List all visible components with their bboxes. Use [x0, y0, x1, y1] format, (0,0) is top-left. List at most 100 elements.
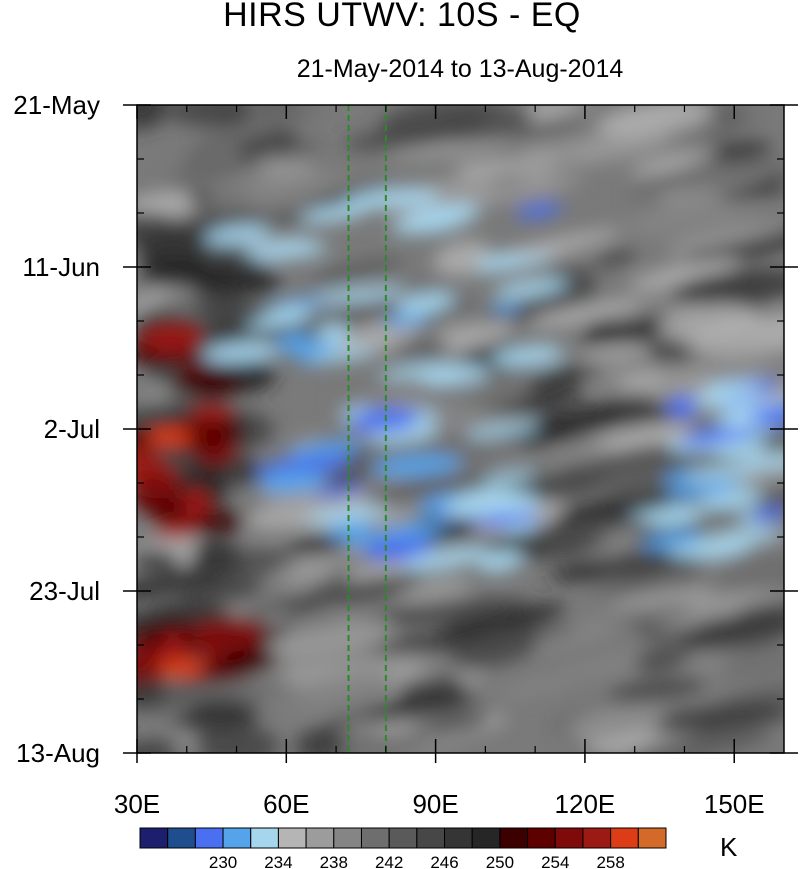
cold-patch	[202, 342, 279, 364]
field-patch	[525, 363, 607, 386]
cold-patch	[751, 507, 784, 522]
hot-patch	[179, 487, 213, 520]
field-patch	[702, 559, 784, 594]
cold-patch	[490, 302, 521, 314]
cold-patch	[692, 386, 761, 406]
cold-patch	[685, 465, 760, 480]
y-tick-label: 11-Jun	[22, 252, 100, 282]
field-patch	[549, 443, 611, 464]
cold-patch	[751, 404, 784, 427]
colorbar-swatch	[222, 827, 252, 849]
field-patch	[649, 591, 784, 629]
colorbar-swatch	[333, 827, 362, 849]
field-patch	[434, 603, 568, 642]
cold-patch	[741, 452, 784, 470]
field-patch	[599, 547, 683, 582]
cold-patch	[381, 521, 448, 538]
field-patch	[409, 713, 492, 736]
hot-patch	[153, 519, 199, 540]
field-patch	[629, 148, 717, 175]
field-patch	[333, 378, 458, 411]
cold-patch	[363, 537, 435, 562]
hot-patch	[174, 366, 241, 398]
field-patch	[554, 440, 709, 481]
cold-patch	[477, 550, 524, 573]
chart-subtitle: 21-May-2014 to 13-Aug-2014	[296, 55, 624, 83]
colorbar-tick-label: 238	[320, 853, 348, 869]
field-patch	[617, 604, 693, 628]
field-patch	[607, 587, 716, 608]
field-patch	[385, 597, 528, 625]
field-patch	[182, 263, 282, 297]
colorbar-tick-label: 254	[541, 853, 569, 869]
field-patch	[191, 537, 239, 576]
colorbar-swatch	[471, 827, 501, 849]
field-patch	[199, 105, 252, 129]
chart-title: HIRS UTWV: 10S - EQ	[223, 0, 581, 34]
field-patch	[519, 520, 657, 540]
cold-patch	[286, 440, 366, 457]
colorbar-swatch	[499, 827, 529, 849]
field-patch	[469, 176, 583, 205]
field-patch	[497, 676, 572, 699]
field-patch	[584, 423, 695, 461]
field-patch	[307, 183, 393, 210]
field-patch	[527, 299, 646, 328]
cold-patch	[472, 253, 554, 272]
field-patch	[478, 290, 602, 328]
field-patch	[137, 192, 195, 222]
field-patch	[679, 611, 784, 652]
colorbar-swatch	[416, 827, 446, 849]
colorbar-swatch	[444, 827, 473, 849]
y-tick-label: 23-Jul	[29, 576, 100, 606]
cold-patch	[310, 348, 377, 362]
field-patch	[619, 727, 773, 753]
field-patch	[682, 529, 784, 574]
colorbar-swatch	[277, 827, 307, 849]
field-patch	[203, 172, 348, 205]
cold-patch	[371, 453, 463, 477]
cold-patch	[454, 488, 520, 510]
field-patch	[511, 405, 620, 446]
x-tick-label: 120E	[555, 789, 616, 819]
colorbar-swatch	[527, 827, 556, 849]
field-patch	[625, 197, 763, 237]
cold-patch	[383, 312, 429, 327]
colorbar-units: K	[720, 832, 738, 862]
colorbar-swatch	[250, 827, 279, 849]
field-patch	[593, 249, 638, 268]
cold-patch	[314, 485, 365, 498]
field-patch	[646, 373, 718, 403]
cold-patch	[259, 470, 327, 494]
field-patch	[716, 684, 784, 711]
colorbar-tick-label: 230	[209, 853, 237, 869]
colorbar-tick-label: 250	[486, 853, 514, 869]
field-patch	[395, 676, 465, 705]
cold-patch	[515, 202, 562, 218]
x-tick-label: 90E	[412, 789, 458, 819]
field-patch	[634, 645, 691, 672]
colorbar-tick-label: 246	[430, 853, 458, 869]
cold-patch	[392, 189, 440, 206]
cold-patch	[313, 286, 407, 302]
field-patch	[137, 290, 227, 316]
cold-patch	[482, 470, 536, 485]
field-patch	[431, 106, 535, 141]
field-patch	[670, 267, 784, 306]
hot-patch	[189, 404, 234, 423]
colorbar-tick-label: 242	[375, 853, 403, 869]
colorbar-swatch	[388, 827, 418, 849]
field-patch	[450, 630, 539, 668]
hot-patch	[140, 322, 204, 355]
cold-patch	[493, 278, 568, 298]
field-patch	[309, 257, 405, 285]
field-patch	[271, 656, 428, 690]
contour-field	[137, 105, 784, 753]
cold-patch	[396, 292, 456, 315]
cold-patch	[303, 506, 389, 524]
cold-patch	[713, 438, 768, 459]
cold-patch	[640, 531, 703, 550]
field-patch	[456, 122, 586, 144]
colorbar-swatch	[582, 827, 612, 849]
field-patch	[300, 574, 426, 604]
